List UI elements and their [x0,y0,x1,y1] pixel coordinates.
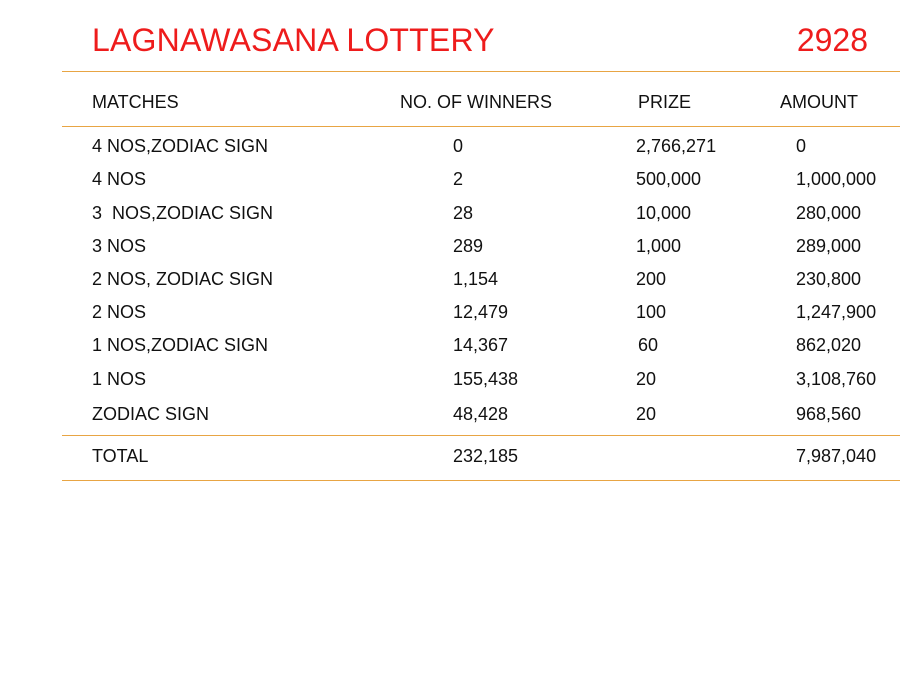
lottery-title: LAGNAWASANA LOTTERY [92,22,495,58]
row-prize: 60 [638,335,659,355]
row-amount: 3,108,760 [796,369,877,389]
row-winners: 14,367 [453,335,509,355]
total-winners: 232,185 [453,446,519,466]
row-amount: 280,000 [796,203,862,223]
row-winners: 155,438 [453,369,519,389]
row-amount: 1,000,000 [796,169,877,189]
row-match: 3 NOS,ZODIAC SIGN [92,203,274,223]
draw-number: 2928 [796,22,868,58]
row-match: 4 NOS [92,169,147,189]
row-amount: 289,000 [796,236,862,256]
row-match: 4 NOS,ZODIAC SIGN [92,136,269,156]
row-winners: 289 [453,236,484,256]
row-amount: 862,020 [796,335,862,355]
row-prize: 20 [636,369,657,389]
row-winners: 0 [453,136,464,156]
row-match: 2 NOS, ZODIAC SIGN [92,269,274,289]
row-match: ZODIAC SIGN [92,404,210,424]
row-amount: 968,560 [796,404,862,424]
column-header-matches: MATCHES [92,92,179,112]
column-header-prize: PRIZE [638,92,692,112]
header-bottom-divider [62,126,900,127]
row-prize: 2,766,271 [636,136,717,156]
row-match: 3 NOS [92,236,147,256]
header-top-divider [62,71,900,72]
column-header-winners: NO. OF WINNERS [400,92,552,112]
total-bottom-divider [62,480,900,481]
row-prize: 1,000 [636,236,682,256]
row-amount: 0 [796,136,807,156]
row-match: 1 NOS,ZODIAC SIGN [92,335,269,355]
row-winners: 1,154 [453,269,499,289]
row-prize: 10,000 [636,203,692,223]
row-winners: 12,479 [453,302,509,322]
column-header-amount: AMOUNT [780,92,858,112]
row-match: 2 NOS [92,302,147,322]
row-amount: 230,800 [796,269,862,289]
total-amount: 7,987,040 [796,446,877,466]
row-winners: 2 [453,169,464,189]
row-amount: 1,247,900 [796,302,877,322]
row-prize: 100 [636,302,667,322]
row-winners: 28 [453,203,474,223]
row-winners: 48,428 [453,404,509,424]
total-label: TOTAL [92,446,149,466]
row-prize: 200 [636,269,667,289]
row-prize: 500,000 [636,169,702,189]
total-top-divider [62,435,900,436]
row-match: 1 NOS [92,369,147,389]
row-prize: 20 [636,404,657,424]
